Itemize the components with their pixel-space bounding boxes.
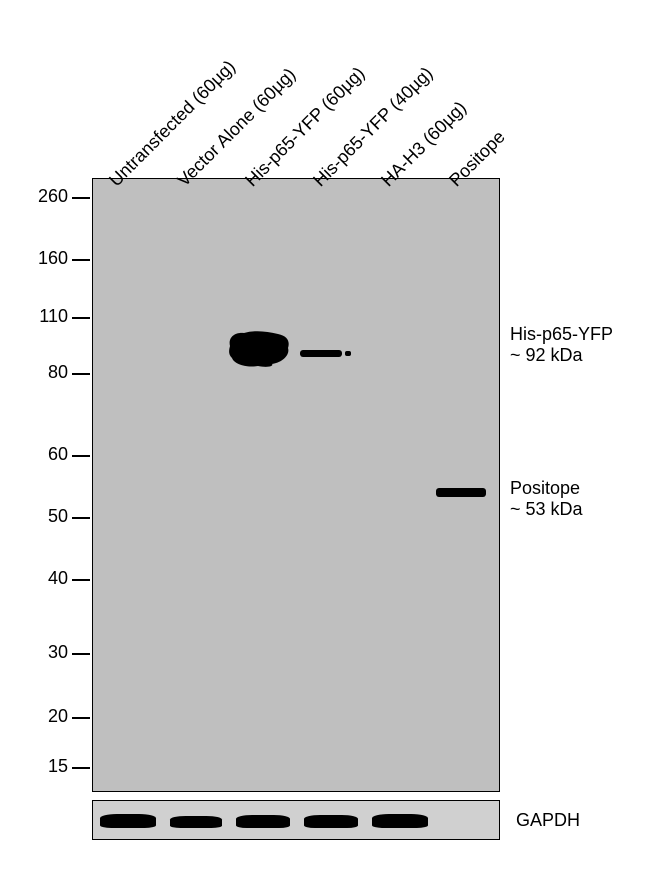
label-line: His-p65-YFP <box>510 324 613 345</box>
band-his-p65-yfp-60 <box>226 328 292 372</box>
gapdh-band <box>236 815 290 828</box>
mw-marker: 50 <box>42 506 68 527</box>
mw-tick <box>72 717 90 719</box>
blot-membrane-main <box>92 178 500 792</box>
mw-marker: 80 <box>42 362 68 383</box>
mw-tick <box>72 317 90 319</box>
label-line: Positope <box>510 478 583 499</box>
mw-marker: 110 <box>32 306 68 327</box>
lane-label: Untransfected (60µg) <box>105 56 240 191</box>
mw-marker: 160 <box>32 248 68 269</box>
gapdh-band <box>372 814 428 828</box>
mw-tick <box>72 455 90 457</box>
mw-marker: 40 <box>42 568 68 589</box>
mw-marker: 260 <box>32 186 68 207</box>
mw-tick <box>72 373 90 375</box>
band-his-p65-yfp-40-dot <box>345 351 351 356</box>
mw-tick <box>72 259 90 261</box>
mw-marker: 15 <box>42 756 68 777</box>
mw-marker: 60 <box>42 444 68 465</box>
mw-marker: 20 <box>42 706 68 727</box>
band-positope <box>436 488 486 497</box>
mw-tick <box>72 197 90 199</box>
band-label-his-p65: His-p65-YFP ~ 92 kDa <box>510 324 613 366</box>
gapdh-band <box>100 814 156 828</box>
gapdh-band <box>170 816 222 828</box>
label-line: ~ 53 kDa <box>510 499 583 520</box>
band-his-p65-yfp-40 <box>300 350 342 357</box>
band-label-positope: Positope ~ 53 kDa <box>510 478 583 520</box>
lane-label: His-p65-YFP (60µg) <box>241 63 369 191</box>
mw-tick <box>72 579 90 581</box>
mw-tick <box>72 653 90 655</box>
lane-label: His-p65-YFP (40µg) <box>309 63 437 191</box>
gapdh-band <box>304 815 358 828</box>
mw-tick <box>72 767 90 769</box>
label-line: ~ 92 kDa <box>510 345 613 366</box>
gapdh-label: GAPDH <box>516 810 580 831</box>
mw-tick <box>72 517 90 519</box>
lane-label: Vector Alone (60µg) <box>173 64 300 191</box>
western-blot-figure: Untransfected (60µg) Vector Alone (60µg)… <box>0 0 650 887</box>
mw-marker: 30 <box>42 642 68 663</box>
